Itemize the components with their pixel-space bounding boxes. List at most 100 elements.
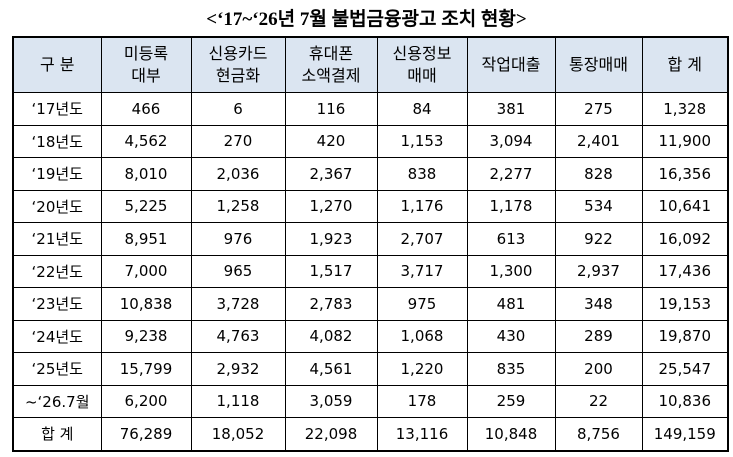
table-cell: 1,328 xyxy=(641,92,729,126)
header-row: 구 분 미등록 대부 신용카드 현금화 휴대폰 소액결제 신용정보 매매 작업대출 통장매매 합 계 xyxy=(12,36,729,93)
header-text: 신용정보 xyxy=(392,44,452,63)
table-cell: 1,517 xyxy=(284,254,378,288)
table-cell: 4,082 xyxy=(284,319,378,353)
table-row: ‘24년도 9,238 4,763 4,082 1,068 430 289 19,870 xyxy=(12,319,729,353)
row-label: ‘23년도 xyxy=(12,287,102,321)
table-cell: 270 xyxy=(190,124,286,158)
table-cell: 178 xyxy=(376,384,468,418)
table-cell: 1,300 xyxy=(466,254,556,288)
table-cell: 22,098 xyxy=(284,417,378,451)
table-cell: 4,561 xyxy=(284,352,378,386)
row-label: ‘17년도 xyxy=(12,92,102,126)
table-cell: 149,159 xyxy=(641,417,729,451)
row-label: ‘20년도 xyxy=(12,189,102,223)
table-cell: 259 xyxy=(466,384,556,418)
table-cell: 1,923 xyxy=(284,222,378,256)
table-cell: 2,401 xyxy=(554,124,643,158)
header-text: 합 계 xyxy=(667,55,703,74)
table-row: ‘22년도 7,000 965 1,517 3,717 1,300 2,937 17,436 xyxy=(12,254,729,288)
table-cell: 835 xyxy=(466,352,556,386)
table-cell: 3,717 xyxy=(376,254,468,288)
table-cell: 1,178 xyxy=(466,189,556,223)
table-cell: 289 xyxy=(554,319,643,353)
header-text: 구 분 xyxy=(39,55,75,74)
table-cell: 18,052 xyxy=(190,417,286,451)
table-row: ~‘26.7월 6,200 1,118 3,059 178 259 22 10,836 xyxy=(12,384,729,418)
table-cell: 16,356 xyxy=(641,157,729,191)
header-text: 현금화 xyxy=(215,66,261,85)
table-cell: 1,068 xyxy=(376,319,468,353)
table-cell: 13,116 xyxy=(376,417,468,451)
table-cell: 2,932 xyxy=(190,352,286,386)
table-cell: 10,848 xyxy=(466,417,556,451)
header-text: 작업대출 xyxy=(481,55,541,74)
table-cell: 3,728 xyxy=(190,287,286,321)
table-title: <‘17~‘26년 7월 불법금융광고 조치 현황> xyxy=(206,9,527,30)
table-row: ‘17년도 466 6 116 84 381 275 1,328 xyxy=(12,92,729,126)
table-cell: 430 xyxy=(466,319,556,353)
table-cell: 534 xyxy=(554,189,643,223)
table-row: ‘20년도 5,225 1,258 1,270 1,176 1,178 534 10,641 xyxy=(12,189,729,223)
table-cell: 10,641 xyxy=(641,189,729,223)
table-cell: 381 xyxy=(466,92,556,126)
table-cell: 1,118 xyxy=(190,384,286,418)
table-cell: 975 xyxy=(376,287,468,321)
row-label: ‘24년도 xyxy=(12,319,102,353)
row-label: ‘25년도 xyxy=(12,352,102,386)
row-label: ‘19년도 xyxy=(12,157,102,191)
table-cell: 1,270 xyxy=(284,189,378,223)
table-cell: 2,707 xyxy=(376,222,468,256)
table-cell: 15,799 xyxy=(100,352,192,386)
table-cell: 116 xyxy=(284,92,378,126)
table-cell: 6 xyxy=(190,92,286,126)
table-cell: 466 xyxy=(100,92,192,126)
row-label: ‘21년도 xyxy=(12,222,102,256)
table-cell: 3,094 xyxy=(466,124,556,158)
header-text: 신용카드 xyxy=(208,44,268,63)
table-cell: 2,277 xyxy=(466,157,556,191)
table-cell: 420 xyxy=(284,124,378,158)
header-cell: 구 분 xyxy=(12,36,102,93)
header-text: 통장매매 xyxy=(569,55,628,74)
header-cell: 통장매매 xyxy=(554,36,643,93)
table-cell: 4,562 xyxy=(100,124,192,158)
table-cell: 2,367 xyxy=(284,157,378,191)
table-cell: 16,092 xyxy=(641,222,729,256)
table-cell: 6,200 xyxy=(100,384,192,418)
table-cell: 84 xyxy=(376,92,468,126)
table-cell: 481 xyxy=(466,287,556,321)
table-cell: 976 xyxy=(190,222,286,256)
header-text: 휴대폰 xyxy=(308,44,354,63)
header-cell: 작업대출 xyxy=(466,36,556,93)
table-cell: 10,836 xyxy=(641,384,729,418)
table-row: ‘23년도 10,838 3,728 2,783 975 481 348 19,153 xyxy=(12,287,729,321)
table-cell: 1,258 xyxy=(190,189,286,223)
header-cell: 미등록 대부 xyxy=(100,36,192,93)
table-cell: 11,900 xyxy=(641,124,729,158)
row-label: ~‘26.7월 xyxy=(12,384,102,418)
table-row: ‘19년도 8,010 2,036 2,367 838 2,277 828 16,356 xyxy=(12,157,729,191)
table-cell: 348 xyxy=(554,287,643,321)
header-text: 매매 xyxy=(407,66,437,85)
table-cell: 1,220 xyxy=(376,352,468,386)
table-cell: 828 xyxy=(554,157,643,191)
row-label: ‘22년도 xyxy=(12,254,102,288)
table-cell: 76,289 xyxy=(100,417,192,451)
table-cell: 200 xyxy=(554,352,643,386)
table-cell: 5,225 xyxy=(100,189,192,223)
table-cell: 2,036 xyxy=(190,157,286,191)
table-row: ‘21년도 8,951 976 1,923 2,707 613 922 16,092 xyxy=(12,222,729,256)
table-cell: 22 xyxy=(554,384,643,418)
table-cell: 4,763 xyxy=(190,319,286,353)
table-cell: 19,870 xyxy=(641,319,729,353)
table-cell: 17,436 xyxy=(641,254,729,288)
table-body: ‘17년도 466 6 116 84 381 275 1,328 ‘18년도 4,562 270 42… xyxy=(12,92,729,451)
table-cell: 10,838 xyxy=(100,287,192,321)
header-text: 미등록 xyxy=(123,44,169,63)
table-cell: 838 xyxy=(376,157,468,191)
table-row: ‘18년도 4,562 270 420 1,153 3,094 2,401 11,900 xyxy=(12,124,729,158)
row-label: ‘18년도 xyxy=(12,124,102,158)
